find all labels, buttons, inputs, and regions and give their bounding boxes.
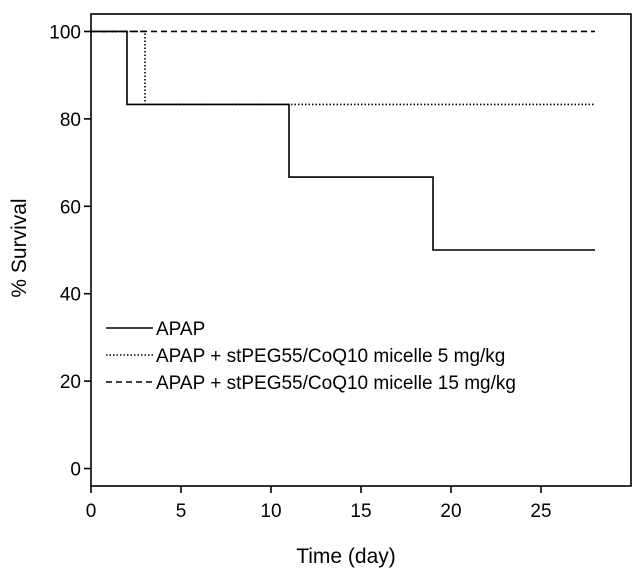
axes: 0 5 10 15 20 25 0 20 40 60 80 100 <box>49 13 632 522</box>
series-line-2 <box>91 30 595 106</box>
x-tick-label: 10 <box>260 501 281 522</box>
x-tick-label: 5 <box>176 501 187 522</box>
series-lines <box>91 30 595 251</box>
legend-label-3: APAP + stPEG55/CoQ10 micelle 15 mg/kg <box>156 373 516 394</box>
x-tick-label: 15 <box>350 501 371 522</box>
x-tick-label: 20 <box>440 501 461 522</box>
x-tick-label: 25 <box>530 501 551 522</box>
legend: APAP APAP + stPEG55/CoQ10 micelle 5 mg/kg… <box>106 319 516 394</box>
series-line-1 <box>91 30 595 251</box>
y-axis-title: % Survival <box>8 198 31 297</box>
y-tick-label: 80 <box>60 110 81 131</box>
legend-label-1: APAP <box>156 319 205 340</box>
y-tick-label: 40 <box>60 285 81 306</box>
y-tick-label: 20 <box>60 372 81 393</box>
y-tick-label: 100 <box>49 22 81 43</box>
y-tick-label: 0 <box>70 460 81 481</box>
x-axis-title: Time (day) <box>296 545 396 568</box>
legend-label-2: APAP + stPEG55/CoQ10 micelle 5 mg/kg <box>156 346 505 367</box>
x-tick-label: 0 <box>86 501 97 522</box>
y-tick-label: 60 <box>60 197 81 218</box>
